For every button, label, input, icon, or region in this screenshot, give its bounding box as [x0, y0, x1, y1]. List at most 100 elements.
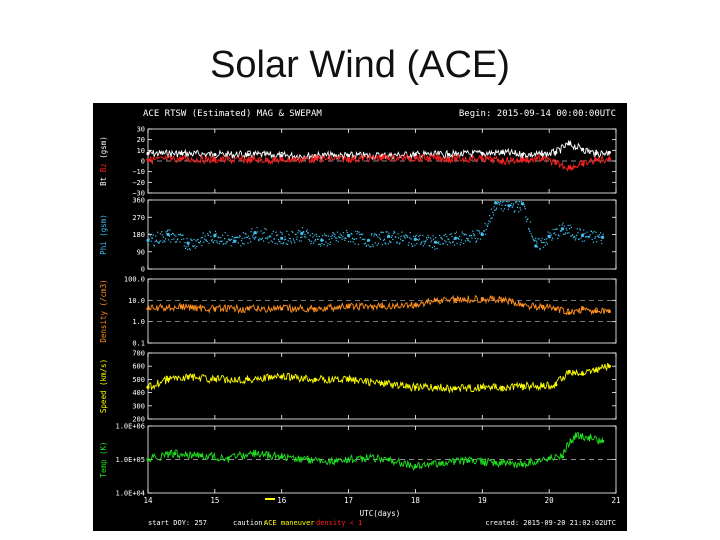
phi-texture-dot: [552, 237, 554, 239]
point-bt: [567, 142, 571, 146]
phi-texture-dot: [161, 231, 163, 233]
phi-texture-dot: [190, 238, 192, 240]
phi-texture-dot: [400, 238, 402, 240]
phi-texture-dot: [185, 246, 187, 248]
phi-texture-dot: [188, 247, 191, 250]
phi-texture-dot: [162, 241, 164, 243]
phi-texture-dot: [568, 232, 570, 234]
phi-texture-dot: [570, 235, 572, 237]
phi-texture-dot: [577, 238, 580, 241]
phi-texture-dot: [397, 233, 399, 235]
phi-texture-dot: [290, 242, 293, 244]
phi-texture-dot: [181, 238, 183, 240]
point-speed: [433, 385, 438, 389]
phi-texture-dot: [335, 239, 337, 242]
phi-texture-dot: [259, 238, 261, 240]
phi-texture-dot: [207, 233, 209, 235]
phi-texture-dot: [500, 201, 502, 203]
phi-texture-dot: [578, 238, 580, 240]
phi-texture-dot: [230, 245, 232, 247]
phi-texture-dot: [219, 240, 221, 243]
phi-texture-dot: [295, 233, 297, 235]
point-speed: [453, 387, 458, 391]
point-temp: [494, 461, 498, 465]
phi-texture-dot: [427, 234, 429, 236]
point-bz: [594, 158, 598, 162]
point-temp: [360, 456, 364, 460]
phi-texture-dot: [363, 238, 365, 240]
point-phi: [253, 231, 257, 235]
phi-texture-dot: [251, 235, 254, 237]
phi-texture-dot: [511, 202, 513, 205]
phi-texture-dot: [595, 231, 597, 233]
point-density: [480, 297, 484, 301]
point-bt: [607, 150, 611, 155]
phi-texture-dot: [453, 244, 456, 246]
phi-texture-dot: [426, 238, 428, 240]
y-tick-label: 300: [132, 402, 145, 410]
phi-texture-dot: [541, 237, 543, 239]
panel-frame: [147, 199, 617, 270]
phi-texture-dot: [574, 239, 576, 241]
point-density: [567, 311, 571, 315]
point-temp: [173, 452, 177, 456]
point-speed: [594, 368, 598, 372]
slide-title: Solar Wind (ACE): [210, 44, 510, 86]
phi-texture-dot: [314, 240, 316, 242]
phi-texture-dot: [555, 234, 557, 236]
phi-texture-dot: [279, 240, 281, 243]
phi-texture-dot: [457, 237, 459, 239]
phi-texture-dot: [511, 206, 513, 209]
phi-texture-dot: [223, 243, 225, 245]
phi-texture-dot: [225, 243, 227, 245]
phi-texture-dot: [372, 246, 374, 248]
phi-texture-dot: [379, 238, 382, 241]
phi-texture-dot: [597, 235, 599, 237]
phi-texture-dot: [319, 243, 321, 245]
phi-texture-dot: [264, 227, 266, 230]
phi-texture-dot: [203, 241, 205, 243]
phi-texture-dot: [357, 243, 359, 246]
phi-texture-dot: [580, 237, 582, 239]
phi-texture-dot: [161, 234, 163, 236]
phi-texture-dot: [394, 232, 396, 234]
phi-texture-dot: [583, 229, 585, 231]
y-tick-label: 0.1: [132, 340, 145, 348]
phi-texture-dot: [385, 231, 387, 233]
phi-texture-dot: [292, 238, 294, 240]
point-temp: [560, 455, 565, 459]
series-texture: [147, 152, 610, 172]
phi-texture-dot: [516, 206, 519, 208]
phi-texture-dot: [415, 234, 417, 236]
point-speed: [554, 383, 558, 387]
phi-texture-dot: [514, 210, 516, 212]
phi-texture-dot: [418, 235, 420, 237]
phi-texture-dot: [472, 230, 474, 232]
phi-texture-dot: [502, 210, 504, 212]
phi-texture-dot: [419, 234, 421, 236]
phi-texture-dot: [179, 241, 181, 243]
point-bt: [581, 147, 585, 151]
phi-texture-dot: [399, 242, 401, 244]
phi-texture-dot: [182, 234, 184, 236]
phi-texture-dot: [588, 237, 590, 239]
phi-texture-dot: [486, 224, 488, 226]
phi-texture-dot: [424, 241, 426, 243]
phi-texture-dot: [271, 233, 273, 235]
phi-texture-dot: [477, 230, 480, 232]
point-speed: [246, 377, 250, 381]
phi-texture-dot: [224, 238, 226, 240]
y-tick-label: 100.0: [124, 276, 145, 284]
point-phi: [280, 236, 284, 240]
phi-texture-dot: [350, 241, 352, 243]
phi-texture-dot: [278, 240, 280, 242]
phi-texture-dot: [185, 248, 187, 250]
phi-texture-dot: [320, 245, 322, 247]
phi-texture-dot: [170, 241, 172, 243]
phi-texture-dot: [248, 235, 250, 237]
phi-texture-dot: [363, 243, 365, 245]
y-tick-label: 700: [132, 350, 145, 358]
phi-texture-dot: [266, 238, 269, 240]
point-speed: [413, 385, 417, 389]
phi-texture-dot: [492, 211, 494, 213]
